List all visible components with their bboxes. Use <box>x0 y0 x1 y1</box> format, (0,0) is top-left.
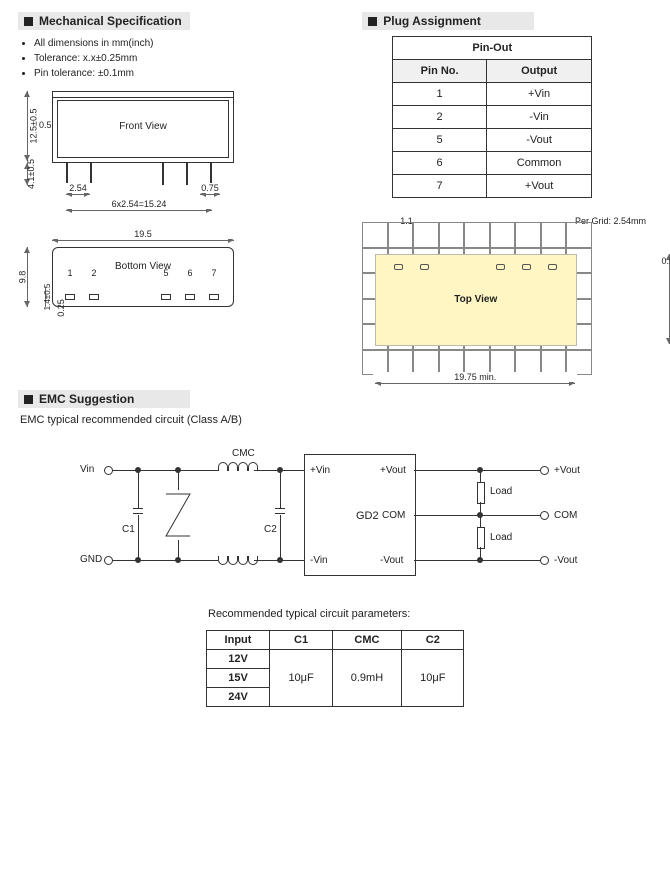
label-com: COM <box>382 510 405 521</box>
label-gnd: GND <box>80 554 102 565</box>
label-c1: C1 <box>122 524 135 535</box>
dim-label: 0.5 <box>661 256 670 266</box>
table-row: 1+Vin <box>393 83 592 106</box>
label-nvin: -Vin <box>310 555 328 566</box>
top-view-label: Top View <box>454 294 497 305</box>
label-cmc: CMC <box>232 448 255 459</box>
params-header: CMC <box>332 631 401 650</box>
dim-label: 9.8 <box>17 271 27 284</box>
dim-label: 4.1±0.5 <box>26 159 36 189</box>
table-row: 7+Vout <box>393 175 592 198</box>
mech-notes: All dimensions in mm(inch) Tolerance: x.… <box>24 36 322 81</box>
front-view-drawing: 12.5±0.5 4.1±0.5 Front View 0.5 <box>52 91 322 221</box>
params-header: C2 <box>402 631 464 650</box>
note-item: Pin tolerance: ±0.1mm <box>34 66 322 81</box>
emc-caption: EMC typical recommended circuit (Class A… <box>20 414 652 426</box>
label-vin: Vin <box>80 464 94 475</box>
params-caption: Recommended typical circuit parameters: <box>208 608 652 620</box>
pin-number: 5 <box>161 254 171 292</box>
note-item: Tolerance: x.x±0.25mm <box>34 51 322 66</box>
note-item: All dimensions in mm(inch) <box>34 36 322 51</box>
dim-label: 0.75 <box>198 183 222 193</box>
section-emc-title: EMC Suggestion <box>18 390 190 408</box>
pinout-title: Pin-Out <box>393 37 592 60</box>
pin-number: 6 <box>185 254 195 292</box>
label-pvout-out: +Vout <box>554 465 580 476</box>
params-table: Input C1 CMC C2 12V 10μF 0.9mH 10μF 15V … <box>206 630 465 707</box>
pin-number: 2 <box>89 254 99 292</box>
bottom-view-drawing: 19.5 9.8 1.4±0.5 0.25 Bottom View 1 2 5 … <box>52 247 322 347</box>
pin-number: 7 <box>209 254 219 292</box>
label-com-out: COM <box>554 510 577 521</box>
table-row: 2-Vin <box>393 106 592 129</box>
dim-label: 2.54 <box>64 183 92 193</box>
dim-label: 12.5±0.5 <box>28 109 38 144</box>
label-block: GD2 <box>356 510 379 522</box>
params-header: Input <box>206 631 270 650</box>
label-load: Load <box>490 486 512 497</box>
section-plug-title: Plug Assignment <box>362 12 534 30</box>
section-mech-title: Mechanical Specification <box>18 12 190 30</box>
dim-label: 6x2.54=15.24 <box>64 199 214 209</box>
table-row: 12V 10μF 0.9mH 10μF <box>206 650 464 669</box>
dim-label: 1.4±0.5 <box>43 284 52 311</box>
label-load: Load <box>490 532 512 543</box>
dim-label: 19.5 <box>50 229 236 239</box>
params-header: C1 <box>270 631 332 650</box>
pinout-table: Pin-Out Pin No. Output 1+Vin 2-Vin 5-Vou… <box>392 36 592 198</box>
table-row: 6Common <box>393 152 592 175</box>
label-pvout: +Vout <box>380 465 406 476</box>
top-view-drawing: 1.1 Per Grid: 2.54mm Top View 10.05 min.… <box>362 228 652 368</box>
dim-label: 19.75 min. <box>373 372 577 382</box>
label-pvin: +Vin <box>310 465 330 476</box>
pin-number: 1 <box>65 254 75 292</box>
table-row: 5-Vout <box>393 129 592 152</box>
label-nvout-out: -Vout <box>554 555 577 566</box>
pinout-col-header: Output <box>486 60 591 83</box>
dim-label: 0.5 <box>39 90 52 160</box>
emc-circuit: Vin GND C1 CMC C2 <box>80 440 590 590</box>
label-c2: C2 <box>264 524 277 535</box>
pinout-col-header: Pin No. <box>393 60 487 83</box>
label-nvout: -Vout <box>380 555 403 566</box>
